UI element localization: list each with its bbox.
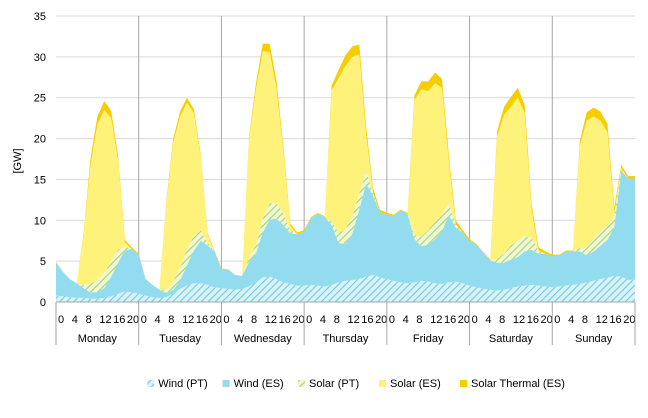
- x-tick-label: 12: [348, 314, 360, 326]
- legend-swatch-solar-thermal-es: [460, 380, 467, 387]
- x-tick-label: 8: [416, 314, 422, 326]
- y-axis-label: [GW]: [12, 148, 24, 173]
- legend-swatch-wind-es: [222, 380, 230, 387]
- x-tick-label: 20: [458, 314, 470, 326]
- y-tick-label: 35: [34, 11, 46, 23]
- legend-label-wind-es: Wind (ES): [234, 378, 284, 390]
- day-label: Monday: [78, 333, 118, 345]
- x-tick-label: 4: [320, 314, 326, 326]
- x-tick-label: 16: [609, 314, 621, 326]
- x-tick-label: 12: [430, 314, 442, 326]
- x-tick-label: 4: [568, 314, 574, 326]
- x-tick-label: 20: [541, 314, 553, 326]
- x-tick-label: 0: [472, 314, 478, 326]
- legend-label-solar-es: Solar (ES): [390, 378, 441, 390]
- legend-swatch-solar-es: [379, 380, 386, 387]
- x-tick-label: 4: [403, 314, 409, 326]
- x-tick-label: 12: [99, 314, 111, 326]
- legend-label-wind-pt: Wind (PT): [158, 378, 208, 390]
- x-tick-label: 20: [210, 314, 222, 326]
- area-series-solar-es: [56, 51, 635, 290]
- day-label: Friday: [413, 333, 444, 345]
- x-tick-label: 4: [72, 314, 78, 326]
- y-tick-label: 20: [34, 134, 46, 146]
- x-tick-label: 8: [168, 314, 174, 326]
- x-tick-label: 12: [513, 314, 525, 326]
- day-label: Sunday: [575, 333, 613, 345]
- area-series-wind-pt: [56, 275, 635, 302]
- y-tick-label: 0: [40, 297, 46, 309]
- x-tick-label: 12: [182, 314, 194, 326]
- x-tick-label: 12: [265, 314, 277, 326]
- day-label: Thursday: [323, 333, 369, 345]
- x-tick-label: 0: [58, 314, 64, 326]
- x-tick-label: 20: [623, 314, 635, 326]
- x-tick-label: 16: [279, 314, 291, 326]
- x-tick-label: 4: [485, 314, 491, 326]
- x-tick-label: 8: [86, 314, 92, 326]
- y-tick-label: 30: [34, 52, 46, 64]
- x-tick-label: 8: [499, 314, 505, 326]
- x-tick-label: 20: [375, 314, 387, 326]
- x-tick-label: 0: [306, 314, 312, 326]
- x-tick-label: 16: [527, 314, 539, 326]
- y-tick-label: 25: [34, 93, 46, 105]
- x-tick-label: 8: [251, 314, 257, 326]
- x-tick-label: 20: [292, 314, 304, 326]
- day-label: Tuesday: [159, 333, 201, 345]
- x-tick-label: 20: [127, 314, 139, 326]
- legend-label-solar-thermal-es: Solar Thermal (ES): [471, 378, 565, 390]
- x-tick-label: 0: [554, 314, 560, 326]
- x-tick-label: 8: [582, 314, 588, 326]
- y-tick-label: 15: [34, 174, 46, 186]
- x-tick-label: 8: [334, 314, 340, 326]
- legend-label-solar-pt: Solar (PT): [309, 378, 359, 390]
- x-tick-label: 16: [113, 314, 125, 326]
- x-tick-label: 4: [237, 314, 243, 326]
- y-tick-label: 10: [34, 215, 46, 227]
- x-tick-label: 16: [196, 314, 208, 326]
- x-tick-label: 12: [596, 314, 608, 326]
- area-series-solar-pt: [56, 167, 635, 294]
- legend: Wind (PT) Wind (ES) Solar (PT) Solar (ES) So…: [147, 378, 565, 390]
- x-tick-label: 16: [444, 314, 456, 326]
- legend-swatch-wind-pt: [147, 380, 155, 387]
- x-tick-label: 0: [389, 314, 395, 326]
- x-tick-label: 0: [141, 314, 147, 326]
- x-tick-label: 16: [361, 314, 373, 326]
- day-label: Saturday: [489, 333, 534, 345]
- plot-areas: [56, 43, 635, 302]
- legend-swatch-solar-pt: [298, 380, 305, 387]
- area-series-wind-es: [56, 170, 635, 299]
- y-tick-label: 5: [40, 256, 46, 268]
- x-tick-label: 0: [223, 314, 229, 326]
- x-tick-label: 4: [155, 314, 161, 326]
- day-label: Wednesday: [234, 333, 292, 345]
